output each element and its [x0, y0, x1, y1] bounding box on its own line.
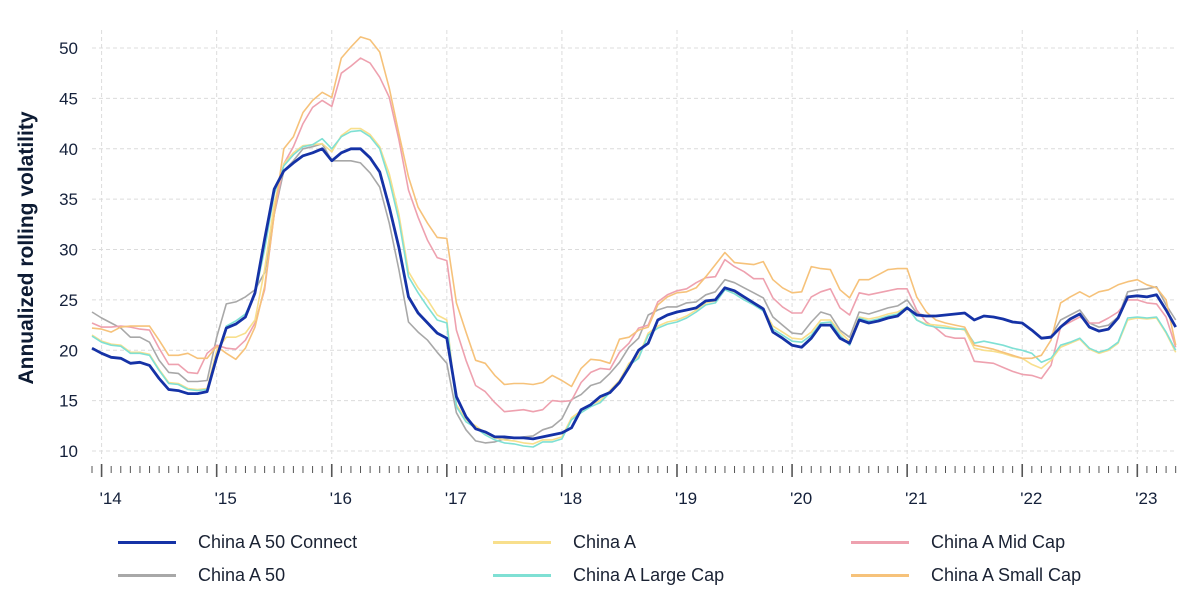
y-tick-label: 20 — [59, 341, 78, 360]
series-line-china-a — [91, 127, 1177, 445]
x-tick-label: '17 — [445, 489, 467, 508]
x-tick-label: '16 — [330, 489, 352, 508]
legend: China A 50 Connect China A China A Mid C… — [118, 530, 1178, 587]
x-axis: '14 '15 '16 '17 '18 '19 '20 '21 '22 '23 — [91, 464, 1177, 508]
gridlines — [92, 30, 1176, 459]
legend-label: China A — [573, 531, 637, 552]
y-tick-label: 15 — [59, 392, 78, 411]
legend-label: China A 50 — [198, 564, 286, 585]
legend-item-china-a-mid-cap: China A Mid Cap — [851, 530, 1171, 554]
legend-swatch — [851, 540, 909, 544]
legend-swatch — [118, 573, 176, 577]
y-tick-label: 45 — [59, 89, 78, 108]
legend-swatch — [493, 540, 551, 544]
legend-label: China A Large Cap — [573, 564, 725, 585]
series-line-china-a-50-connect — [91, 147, 1177, 441]
legend-label: China A Mid Cap — [931, 531, 1066, 552]
legend-swatch — [118, 540, 176, 544]
series-lines — [91, 36, 1177, 448]
legend-swatch — [851, 573, 909, 577]
x-tick-label: '18 — [560, 489, 582, 508]
y-axis-ticks: 10 15 20 25 30 35 40 45 50 — [59, 39, 78, 461]
y-tick-label: 30 — [59, 241, 78, 260]
x-tick-label: '22 — [1020, 489, 1042, 508]
legend-item-china-a-small-cap: China A Small Cap — [851, 563, 1171, 587]
x-tick-label: '15 — [215, 489, 237, 508]
y-tick-label: 35 — [59, 190, 78, 209]
legend-item-china-a-large-cap: China A Large Cap — [493, 563, 851, 587]
x-tick-label: '20 — [790, 489, 812, 508]
x-tick-label: '14 — [100, 489, 122, 508]
legend-label: China A Small Cap — [931, 564, 1082, 585]
y-tick-label: 25 — [59, 291, 78, 310]
legend-swatch — [493, 573, 551, 577]
x-tick-label: '21 — [905, 489, 927, 508]
legend-item-china-a-50-connect: China A 50 Connect — [118, 530, 493, 554]
series-line-china-a-small-cap — [91, 36, 1177, 388]
y-tick-label: 50 — [59, 39, 78, 58]
y-tick-label: 40 — [59, 140, 78, 159]
y-tick-label: 10 — [59, 442, 78, 461]
y-axis-label: Annualized rolling volatility — [15, 111, 38, 385]
x-tick-label: '23 — [1135, 489, 1157, 508]
x-tick-label: '19 — [675, 489, 697, 508]
legend-label: China A 50 Connect — [198, 531, 358, 552]
legend-item-china-a-50: China A 50 — [118, 563, 493, 587]
legend-item-china-a: China A — [493, 530, 851, 554]
